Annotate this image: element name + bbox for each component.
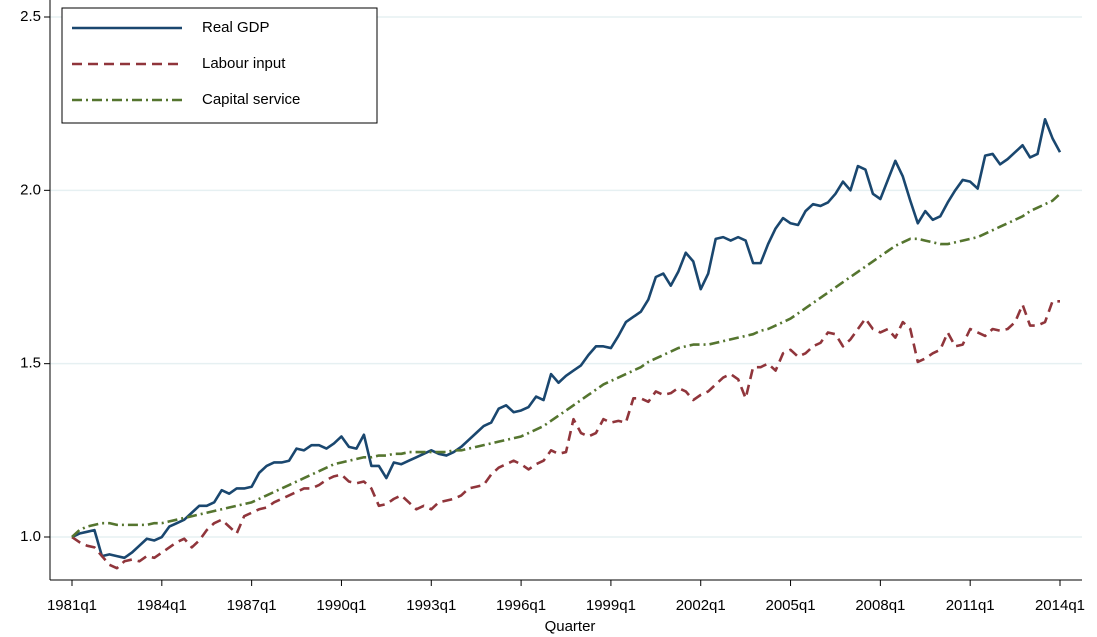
series-line <box>71 192 1061 538</box>
x-axis-label: Quarter <box>545 618 596 635</box>
x-tick-label: 2011q1 <box>946 597 995 614</box>
x-tick-label: 2005q1 <box>766 597 816 614</box>
legend-label: Real GDP <box>202 19 270 36</box>
x-tick-label: 2002q1 <box>676 597 726 614</box>
x-tick-label: 1999q1 <box>586 597 636 614</box>
x-tick-label: 2014q1 <box>1035 597 1085 614</box>
legend-label: Labour input <box>202 55 286 72</box>
x-tick-label: 1981q1 <box>47 597 97 614</box>
x-tick-label: 1996q1 <box>496 597 546 614</box>
series-line <box>71 299 1060 570</box>
legend-label: Capital service <box>202 91 300 108</box>
legend-box <box>61 7 378 124</box>
x-tick-label: 1984q1 <box>137 597 187 614</box>
x-tick-label: 1993q1 <box>406 597 456 614</box>
y-tick-label: 2.0 <box>20 181 41 198</box>
x-tick-label: 2008q1 <box>855 597 905 614</box>
y-tick-label: 2.5 <box>20 8 41 25</box>
y-tick-label: 1.5 <box>20 355 41 372</box>
series-line <box>71 117 1062 560</box>
legend: Real GDP Labour input Capital service <box>61 7 378 124</box>
x-tick-label: 1987q1 <box>227 597 277 614</box>
x-tick-label: 1990q1 <box>316 597 366 614</box>
y-tick-label: 1.0 <box>20 528 41 545</box>
